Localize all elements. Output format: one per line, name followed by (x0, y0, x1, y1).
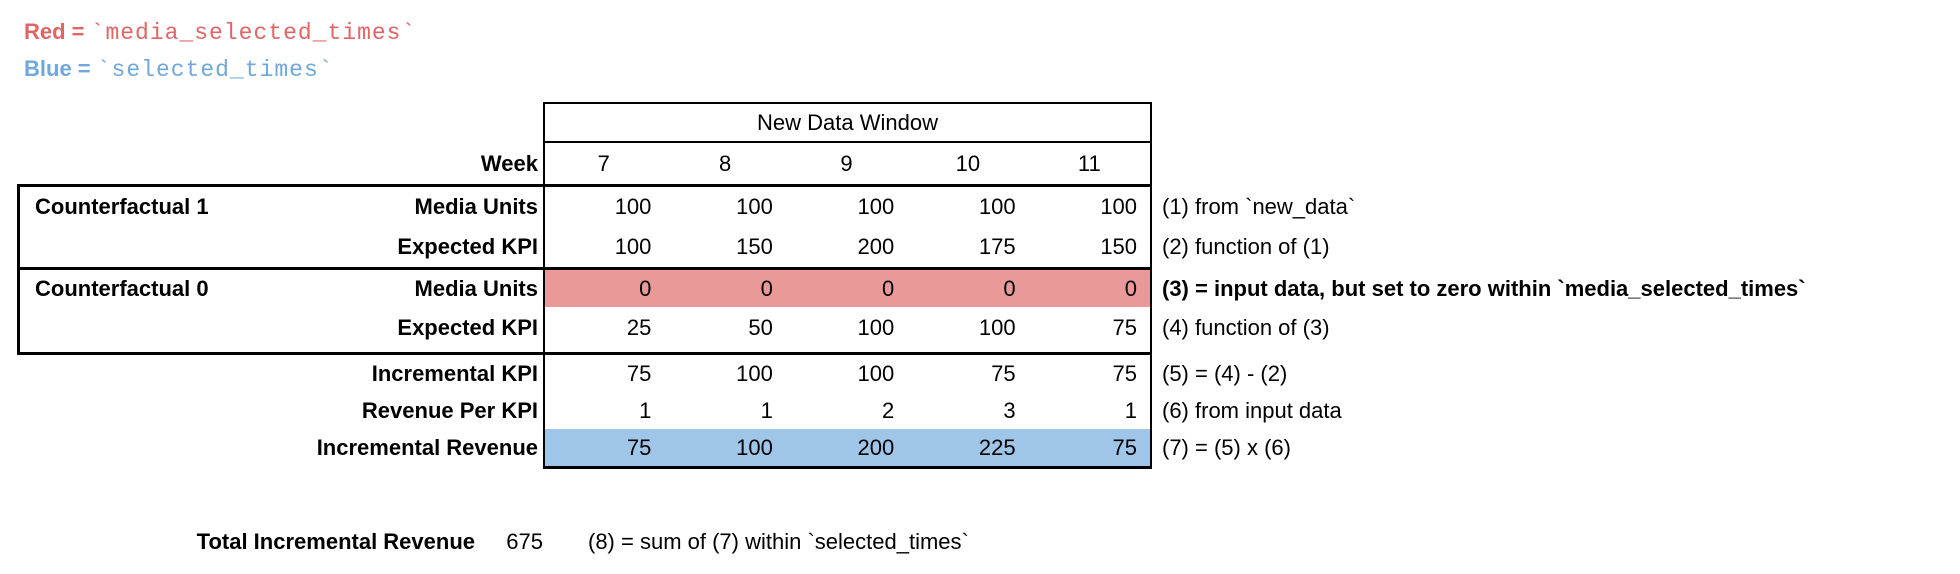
table-cell: 100 (614, 194, 652, 219)
table-cell: 0 (881, 275, 895, 301)
row-label: Media Units (414, 275, 538, 301)
table-cell: 75 (991, 361, 1016, 386)
table-cell: 200 (857, 234, 895, 259)
table-cell: 0 (639, 275, 652, 301)
table-cell: 200 (857, 434, 895, 460)
table-header-box: New Data Window (543, 102, 1152, 143)
table-header-title: New Data Window (757, 109, 938, 135)
table-cell: 150 (736, 234, 773, 259)
table-cell: 100 (978, 315, 1016, 340)
table-cell: 3 (1003, 398, 1016, 423)
table-cell: 1 (639, 398, 652, 423)
group-label-counterfactual-1: Counterfactual 1 (35, 194, 209, 219)
table-cell: 0 (1003, 275, 1016, 301)
week-value: 9 (840, 150, 853, 176)
legend-blue-line: Blue = `selected_times` (24, 51, 416, 88)
counterfactual-box-left-border (17, 184, 20, 355)
row-note: (2) function of (1) (1162, 234, 1330, 259)
row-note: (7) = (5) x (6) (1162, 434, 1291, 460)
table-cell: 0 (1124, 275, 1138, 301)
table-row: 100 100 100 100 100 (543, 187, 1150, 227)
total-note: (8) = sum of (7) within `selected_times` (588, 529, 969, 554)
table-cell: 1 (1124, 398, 1138, 423)
row-label: Incremental KPI (371, 361, 538, 386)
table-cell: 2 (881, 398, 895, 423)
table-row: 75 100 200 225 75 (543, 429, 1150, 466)
divider-below-counterfactual0 (17, 352, 1152, 355)
table-cell: 100 (736, 194, 773, 219)
table-cell: 225 (978, 434, 1016, 460)
table-cell: 100 (978, 194, 1016, 219)
table-cell: 0 (760, 275, 773, 301)
table-cell: 100 (614, 234, 652, 259)
row-note: (5) = (4) - (2) (1162, 361, 1288, 386)
table-cell: 75 (1112, 315, 1138, 340)
table-cell: 75 (626, 434, 652, 460)
row-label: Incremental Revenue (316, 434, 538, 460)
row-label: Media Units (414, 194, 538, 219)
legend-blue-label: Blue = (24, 56, 97, 81)
divider-below-week (17, 184, 1152, 187)
row-note: (6) from input data (1162, 398, 1342, 423)
legend-red-line: Red = `media_selected_times` (24, 14, 416, 51)
table-row: 75 100 100 75 75 (543, 355, 1150, 393)
week-value: 7 (597, 150, 610, 176)
table-cell: 150 (1100, 234, 1138, 259)
row-note: (4) function of (3) (1162, 315, 1330, 340)
table-cell: 100 (736, 361, 773, 386)
table-row: 25 50 100 100 75 (543, 307, 1150, 349)
table-right-border (1150, 102, 1152, 469)
table-cell: 75 (1112, 434, 1138, 460)
table-cell: 100 (857, 361, 895, 386)
legend-red-label: Red = (24, 19, 91, 44)
table-left-border (543, 102, 545, 469)
week-value: 11 (1077, 150, 1101, 176)
legend-blue-code: `selected_times` (96, 57, 334, 83)
week-row: 7 8 9 10 11 (543, 143, 1150, 184)
table-row: 1 1 2 3 1 (543, 393, 1150, 429)
table-cell: 25 (626, 315, 652, 340)
row-note: (3) = input data, but set to zero within… (1162, 275, 1806, 301)
group-label-counterfactual-0: Counterfactual 0 (35, 275, 209, 301)
week-label: Week (480, 150, 538, 176)
table-cell: 100 (857, 315, 895, 340)
table-cell: 100 (736, 434, 773, 460)
row-note: (1) from `new_data` (1162, 194, 1356, 219)
table-cell: 50 (748, 315, 773, 340)
highlight-red-row (545, 270, 1150, 307)
week-value: 10 (955, 150, 981, 176)
table-cell: 1 (760, 398, 773, 423)
highlight-blue-row (545, 429, 1150, 466)
table-cell: 175 (978, 234, 1016, 259)
table-cell: 100 (857, 194, 895, 219)
row-label: Revenue Per KPI (361, 398, 538, 423)
week-value: 8 (718, 150, 732, 176)
legend-red-code: `media_selected_times` (90, 20, 417, 46)
table-row: 0 0 0 0 0 (543, 270, 1150, 307)
row-label: Expected KPI (397, 315, 538, 340)
table-cell: 100 (1100, 194, 1138, 219)
table-cell: 75 (1112, 361, 1138, 386)
table-cell: 75 (626, 361, 652, 386)
divider-counterfactuals (17, 267, 1152, 270)
total-value: 675 (506, 529, 543, 554)
legend: Red = `media_selected_times` Blue = `sel… (24, 14, 416, 88)
table-row: 100 150 200 175 150 (543, 227, 1150, 267)
row-label: Expected KPI (397, 234, 538, 259)
table-bottom-border (543, 466, 1152, 469)
total-label: Total Incremental Revenue (196, 529, 475, 554)
